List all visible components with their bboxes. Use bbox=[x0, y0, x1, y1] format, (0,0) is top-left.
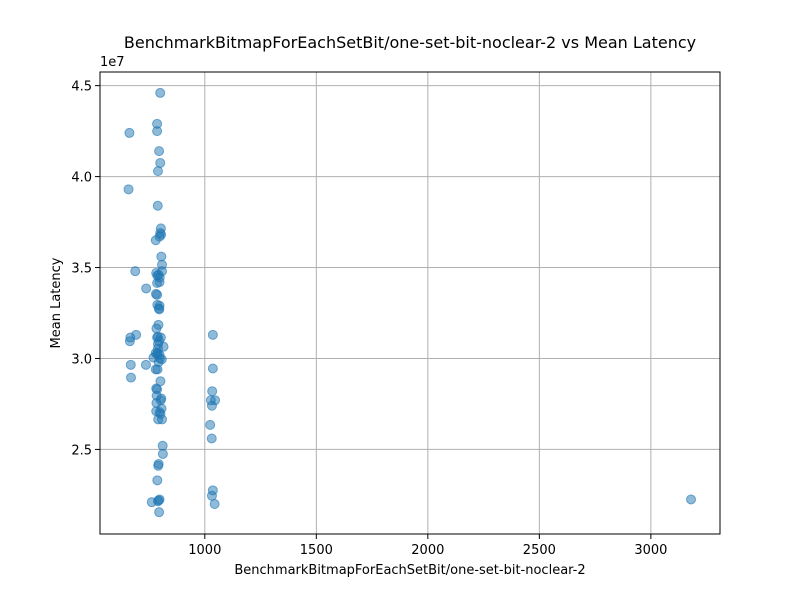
y-tick-label: 4.5 bbox=[71, 80, 92, 95]
y-tick-label: 2.5 bbox=[71, 443, 92, 458]
data-point bbox=[206, 433, 217, 444]
y-axis-offset-label: 1e7 bbox=[100, 55, 125, 70]
grid bbox=[100, 72, 720, 534]
x-tick-label: 3000 bbox=[634, 543, 667, 558]
y-tick-label: 3.5 bbox=[71, 262, 92, 277]
data-point bbox=[125, 359, 136, 370]
data-point bbox=[152, 277, 163, 288]
data-point bbox=[156, 251, 167, 262]
x-tick-label: 1500 bbox=[300, 543, 333, 558]
x-tick-label: 1000 bbox=[188, 543, 221, 558]
x-axis-ticks: 1000 1500 2000 2500 3000 bbox=[188, 534, 667, 558]
x-tick-label: 2000 bbox=[411, 543, 444, 558]
data-point bbox=[150, 235, 161, 246]
data-point bbox=[686, 494, 697, 505]
data-point bbox=[155, 157, 166, 168]
data-point bbox=[207, 386, 218, 397]
data-point bbox=[123, 184, 134, 195]
data-point bbox=[151, 323, 162, 334]
data-point bbox=[206, 400, 217, 411]
plot-frame bbox=[99, 71, 721, 535]
data-point bbox=[152, 475, 163, 486]
data-point bbox=[140, 359, 151, 370]
plot-area bbox=[100, 72, 720, 534]
data-point bbox=[152, 289, 163, 300]
data-point bbox=[154, 507, 165, 518]
data-point bbox=[154, 304, 165, 315]
data-points bbox=[123, 87, 697, 518]
data-point bbox=[155, 87, 166, 98]
data-point bbox=[152, 126, 163, 137]
y-tick-label: 3.0 bbox=[71, 352, 92, 367]
data-point bbox=[207, 363, 218, 374]
data-point bbox=[153, 460, 164, 471]
data-point bbox=[130, 266, 141, 277]
data-point bbox=[209, 498, 220, 509]
data-point bbox=[124, 336, 135, 347]
data-point bbox=[157, 440, 168, 451]
y-axis-ticks: 2.5 3.0 3.5 4.0 4.5 bbox=[71, 80, 100, 458]
data-point bbox=[146, 497, 157, 508]
data-point bbox=[141, 283, 152, 294]
y-tick-label: 4.0 bbox=[71, 171, 92, 186]
data-point bbox=[124, 127, 135, 138]
data-point bbox=[152, 364, 163, 375]
data-point bbox=[126, 372, 136, 383]
data-point bbox=[157, 448, 168, 459]
x-tick-label: 2500 bbox=[523, 543, 556, 558]
x-axis-label: BenchmarkBitmapForEachSetBit/one-set-bit… bbox=[234, 563, 585, 578]
data-point bbox=[154, 146, 165, 157]
data-point bbox=[207, 329, 218, 340]
data-point bbox=[157, 414, 167, 425]
data-point bbox=[152, 200, 163, 211]
data-point bbox=[152, 166, 163, 177]
y-axis-label: Mean Latency bbox=[49, 257, 64, 348]
chart-title: BenchmarkBitmapForEachSetBit/one-set-bit… bbox=[124, 33, 696, 52]
data-point bbox=[206, 490, 217, 501]
data-point bbox=[205, 419, 216, 430]
